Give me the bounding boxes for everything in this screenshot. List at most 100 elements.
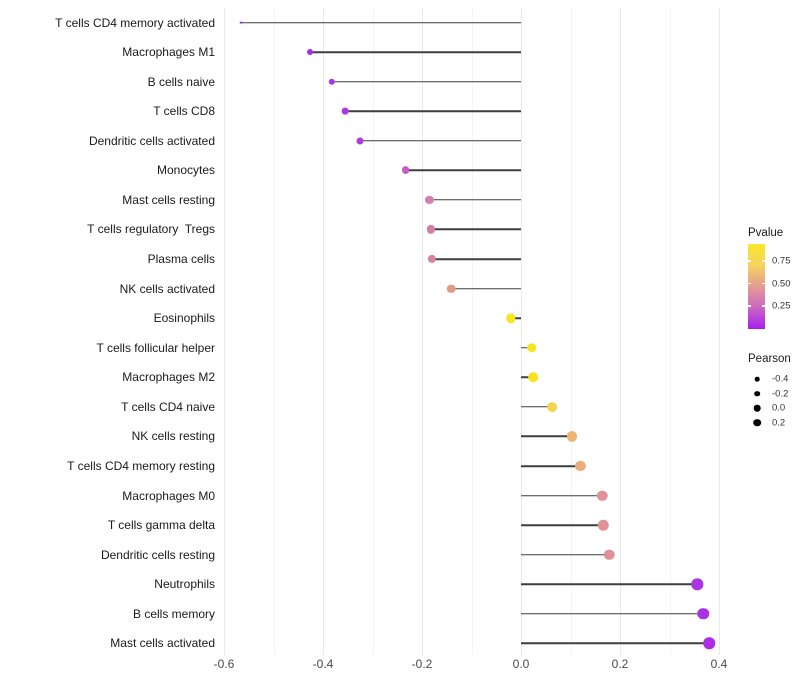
- pearson-size-dot: [754, 390, 760, 397]
- category-label: Monocytes: [156, 163, 215, 178]
- lollipop-segment: [521, 494, 603, 497]
- data-point-dot: [505, 313, 516, 323]
- lollipop-segment: [521, 613, 704, 615]
- category-label: Mast cells resting: [122, 192, 215, 207]
- pearson-size-label: 0.0: [772, 402, 786, 414]
- category-label: T cells CD4 naive: [121, 399, 215, 414]
- lollipop-segment: [331, 80, 521, 83]
- data-point-dot: [425, 195, 434, 205]
- lollipop-segment: [510, 317, 521, 319]
- x-tick-label: 0.2: [611, 657, 629, 671]
- category-label: Macrophages M2: [122, 370, 215, 385]
- lollipop-segment: [430, 228, 521, 231]
- category-label: Mast cells activated: [110, 636, 215, 651]
- data-point-dot: [566, 431, 578, 442]
- category-label: Dendritic cells resting: [100, 547, 215, 562]
- x-tick-label: -0.6: [213, 657, 235, 671]
- pearson-size-label: -0.4: [772, 373, 789, 385]
- pvalue-colorbar-tick: [748, 282, 751, 285]
- pvalue-colorbar-tick: [762, 305, 765, 307]
- data-point-dot: [446, 284, 456, 293]
- x-major-gridline: [620, 7, 621, 655]
- x-minor-gridline: [273, 7, 275, 655]
- pvalue-colorbar-tick: [748, 260, 751, 262]
- pvalue-colorbar-tick: [748, 305, 751, 307]
- category-label: T cells CD8: [153, 104, 215, 119]
- x-tick-label: -0.2: [411, 657, 433, 671]
- lollipop-segment: [521, 435, 572, 438]
- lollipop-segment: [521, 583, 698, 586]
- category-label: T cells CD4 memory activated: [55, 15, 215, 30]
- x-major-gridline: [224, 7, 225, 655]
- category-label: NK cells activated: [119, 281, 215, 296]
- pvalue-tick-label: 0.50: [772, 278, 791, 289]
- x-major-gridline: [719, 7, 720, 655]
- lollipop-segment: [431, 258, 521, 260]
- x-major-gridline: [521, 7, 522, 655]
- category-label: T cells CD4 memory resting: [67, 459, 215, 474]
- category-label: Eosinophils: [153, 311, 215, 326]
- category-label: NK cells resting: [131, 429, 215, 444]
- lollipop-segment: [310, 51, 521, 53]
- pvalue-colorbar: [748, 244, 765, 329]
- data-point-dot: [356, 137, 364, 145]
- x-tick-label: -0.4: [312, 657, 334, 671]
- category-label: Dendritic cells activated: [88, 133, 215, 148]
- x-tick-label: 0.0: [512, 657, 530, 671]
- category-label: T cells regulatory Tregs: [87, 222, 215, 237]
- x-tick-label: 0.4: [710, 657, 728, 671]
- lollipop-segment: [241, 21, 521, 24]
- data-point-dot: [328, 78, 336, 85]
- pearson-size-dot: [754, 376, 760, 382]
- pearson-size-label: 0.2: [772, 417, 786, 428]
- lollipop-segment: [521, 554, 610, 556]
- data-point-dot: [239, 21, 243, 24]
- data-point-dot: [527, 342, 537, 353]
- data-point-dot: [703, 637, 715, 650]
- x-major-gridline: [422, 7, 423, 655]
- x-minor-gridline: [372, 7, 374, 655]
- data-point-dot: [691, 578, 703, 591]
- category-label: Neutrophils: [154, 577, 215, 592]
- data-point-dot: [427, 254, 437, 264]
- lollipop-segment: [521, 642, 710, 645]
- data-point-dot: [401, 166, 410, 175]
- pearson-size-dot: [753, 404, 761, 412]
- pearson-size-label: -0.2: [772, 388, 789, 399]
- data-point-dot: [603, 549, 615, 560]
- pearson-size-dot: [753, 418, 761, 427]
- lollipop-segment: [521, 524, 604, 526]
- x-minor-gridline: [570, 7, 572, 655]
- category-label: T cells gamma delta: [107, 518, 215, 533]
- category-label: Macrophages M0: [122, 488, 215, 503]
- pvalue-colorbar-tick: [762, 260, 765, 262]
- lollipop-segment: [360, 140, 521, 142]
- data-point-dot: [546, 402, 557, 412]
- data-point-dot: [341, 107, 349, 115]
- data-point-dot: [575, 460, 586, 472]
- pvalue-colorbar-tick: [762, 282, 765, 285]
- pvalue-tick-label: 0.25: [772, 300, 791, 312]
- data-point-dot: [426, 225, 436, 234]
- x-major-gridline: [323, 7, 324, 655]
- lollipop-segment: [451, 287, 521, 290]
- data-point-dot: [597, 520, 609, 531]
- data-point-dot: [697, 608, 709, 620]
- lollipop-segment: [405, 169, 521, 172]
- data-point-dot: [307, 49, 314, 56]
- x-minor-gridline: [669, 7, 671, 655]
- category-label: T cells follicular helper: [96, 340, 216, 355]
- lollipop-segment: [521, 376, 534, 379]
- lollipop-segment: [521, 465, 581, 467]
- category-label: Macrophages M1: [122, 45, 215, 60]
- category-label: B cells naive: [147, 74, 215, 89]
- lollipop-segment: [521, 406, 552, 408]
- x-minor-gridline: [471, 7, 473, 655]
- pvalue-tick-label: 0.75: [772, 255, 791, 267]
- pearson-legend-title: Pearson: [748, 353, 791, 365]
- lollipop-segment: [429, 199, 521, 201]
- lollipop-segment: [521, 347, 532, 349]
- category-label: Plasma cells: [147, 252, 215, 267]
- pvalue-legend-title: Pvalue: [748, 227, 784, 239]
